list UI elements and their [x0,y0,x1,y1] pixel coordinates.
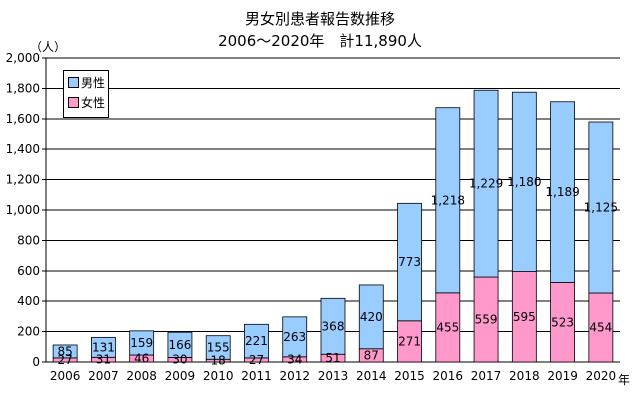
data-label-female: 51 [325,351,340,365]
y-tick-label: 0 [32,355,40,369]
x-tick-label: 2007 [88,369,119,383]
data-label-female: 31 [96,353,111,367]
data-label-female: 46 [134,352,149,366]
x-tick-label: 2020 [586,369,617,383]
bar-male [91,336,116,358]
bar-male [205,335,231,360]
x-tick-label: 2019 [547,369,578,383]
legend-swatch-male [68,77,79,88]
bar-male [129,330,155,356]
x-tick-label: 2011 [241,369,272,383]
data-label-male: 221 [245,334,268,348]
bar-male [167,331,193,358]
data-label-male: 368 [322,319,345,333]
data-label-male: 155 [207,340,230,354]
data-label-female: 454 [589,320,612,334]
bar-female [588,292,614,363]
data-label-female: 30 [172,353,187,367]
bar-female [473,276,499,363]
data-label-female: 455 [436,320,459,334]
x-tick-label: 2013 [318,369,349,383]
data-label-female: 559 [475,313,498,327]
data-label-male: 131 [92,340,115,354]
chart-title: 男女別患者報告数推移 [244,10,395,28]
x-tick-label: 2012 [279,369,310,383]
data-label-male: 1,125 [584,200,618,214]
x-tick-label: 2015 [394,369,425,383]
data-label-male: 263 [283,330,306,344]
data-label-female: 27 [249,353,264,367]
legend-item-female: 女性 [68,96,105,110]
x-axis-unit-label: 年 [618,373,631,387]
bar-male [320,297,346,355]
y-tick-label: 800 [17,233,40,247]
legend-label-female: 女性 [81,96,106,110]
bar-male [550,101,575,283]
data-label-male: 1,189 [545,185,579,199]
y-tick-label: 400 [17,294,40,308]
data-label-female: 523 [551,315,574,329]
legend-item-male: 男性 [68,76,105,90]
legend: 男性 女性 [63,70,109,118]
bar-male [397,202,422,322]
x-tick-label: 2009 [165,369,196,383]
bar-male [244,323,269,359]
data-label-female: 18 [211,354,226,368]
data-label-female: 271 [398,334,421,348]
x-tick-label: 2017 [471,369,502,383]
x-tick-label: 2010 [203,369,234,383]
data-label-female: 27 [57,353,72,367]
bar-female [435,292,461,363]
bar-male [52,344,78,359]
bar-male [588,121,614,294]
bar-male [282,316,308,358]
data-label-male: 420 [360,310,383,324]
y-axis-unit-label: （人） [30,40,67,54]
y-tick-label: 1,400 [6,142,40,156]
y-tick-label: 200 [17,325,40,339]
data-label-male: 159 [130,336,153,350]
bar-female [550,282,575,363]
data-label-female: 595 [513,310,536,324]
data-label-male: 1,218 [431,193,465,207]
data-label-male: 1,229 [469,177,503,191]
y-tick-label: 1,000 [6,203,40,217]
bar-male [435,107,461,294]
legend-swatch-female [68,97,79,108]
x-tick-label: 2006 [50,369,81,383]
y-tick-label: 1,600 [6,112,40,126]
legend-label-male: 男性 [81,76,106,90]
bar-male [511,91,537,272]
data-label-male: 166 [168,338,191,352]
data-label-male: 85 [57,344,72,358]
x-tick-label: 2008 [126,369,157,383]
y-tick-label: 1,200 [6,173,40,187]
chart-subtitle: 2006～2020年 計11,890人 [218,32,422,50]
data-label-female: 87 [364,348,379,362]
data-label-male: 1,180 [507,175,541,189]
data-label-male: 773 [398,255,421,269]
bar-male [358,284,384,350]
y-tick-label: 1,800 [6,81,40,95]
data-label-female: 34 [287,352,302,366]
bar-male [473,89,499,278]
x-tick-label: 2016 [433,369,464,383]
x-tick-label: 2014 [356,369,387,383]
x-tick-label: 2018 [509,369,540,383]
y-tick-label: 600 [17,264,40,278]
y-tick-label: 2,000 [6,51,40,65]
